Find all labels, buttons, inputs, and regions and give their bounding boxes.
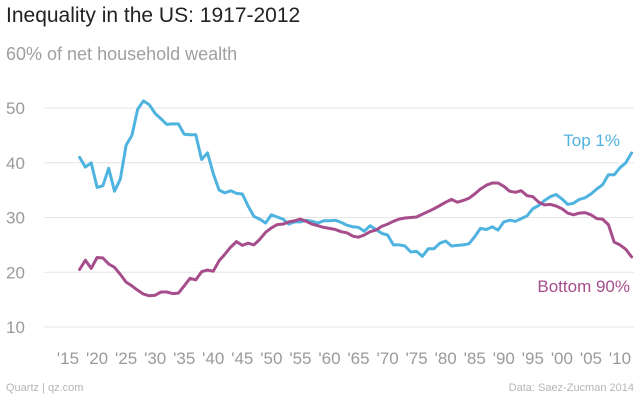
chart-title: Inequality in the US: 1917-2012 — [6, 4, 301, 27]
x-tick-label: '35 — [173, 349, 195, 368]
y-tick-label: 20 — [6, 263, 25, 282]
x-tick-label: '10 — [609, 349, 631, 368]
series-lines — [78, 99, 634, 298]
x-tick-label: '25 — [115, 349, 137, 368]
x-tick-label: '85 — [464, 349, 486, 368]
x-tick-label: '75 — [406, 349, 428, 368]
x-tick-label: '00 — [551, 349, 573, 368]
x-tick-label: '20 — [86, 349, 108, 368]
series-labels: Top 1% Bottom 90% — [537, 131, 630, 296]
y-tick-label: 40 — [6, 154, 25, 173]
x-tick-label: '95 — [522, 349, 544, 368]
x-tick-label: '05 — [580, 349, 602, 368]
data-credit: Data: Saez-Zucman 2014 — [508, 382, 634, 394]
series-line-top-1 — [78, 99, 634, 258]
source-credit: Quartz | qz.com — [6, 382, 84, 394]
x-tick-label: '55 — [289, 349, 311, 368]
y-axis: 10 20 30 40 50 — [6, 99, 25, 337]
y-tick-label: 30 — [6, 209, 25, 228]
x-tick-label: '65 — [347, 349, 369, 368]
label-top-1: Top 1% — [563, 131, 620, 150]
series-line-bottom-90 — [78, 181, 634, 298]
x-tick-label: '40 — [202, 349, 224, 368]
x-tick-label: '60 — [318, 349, 340, 368]
x-tick-label: '15 — [57, 349, 79, 368]
gridlines — [44, 107, 634, 328]
chart-subtitle: 60% of net household wealth — [6, 44, 238, 64]
x-tick-label: '50 — [260, 349, 282, 368]
x-axis: '15 '20 '25 '30 '35 '40 '45 '50 '55 '60 '65 '70 '75 '… — [57, 349, 631, 368]
x-tick-label: '70 — [377, 349, 399, 368]
x-tick-label: '45 — [231, 349, 253, 368]
x-tick-label: '90 — [493, 349, 515, 368]
x-tick-label: '80 — [435, 349, 457, 368]
y-tick-label: 50 — [6, 99, 25, 118]
y-tick-label: 10 — [6, 318, 25, 337]
x-tick-label: '30 — [144, 349, 166, 368]
label-bottom-90: Bottom 90% — [537, 277, 630, 296]
